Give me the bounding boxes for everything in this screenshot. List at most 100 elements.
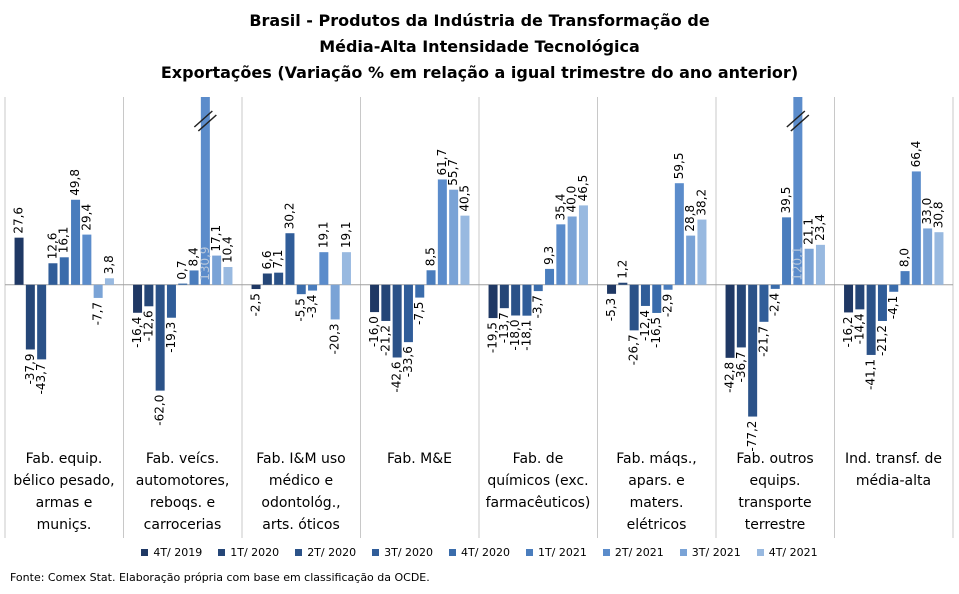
bar: [934, 232, 944, 285]
bar: [392, 284, 402, 358]
bar: [578, 205, 588, 285]
legend: 4T/ 2019 1T/ 2020 2T/ 2020 3T/ 2020 4T/ 2020…: [0, 546, 959, 559]
data-label: 40,5: [457, 185, 471, 212]
legend-label: 3T/ 2021: [691, 546, 741, 559]
bar: [545, 268, 555, 285]
chart-subtitle: Exportações (Variação % em relação a igu…: [160, 63, 799, 82]
data-label: -3,4: [305, 295, 319, 318]
bar: [686, 235, 696, 285]
bar: [877, 284, 887, 321]
data-label: 10,4: [220, 236, 234, 263]
data-label: -13,7: [497, 312, 511, 343]
data-label: 1,2: [615, 260, 629, 279]
bar: [144, 284, 154, 307]
data-label: 40,0: [565, 186, 579, 213]
bar: [663, 284, 673, 290]
data-label: 66,4: [909, 141, 923, 168]
data-label: 6,6: [260, 250, 274, 269]
data-label: 61,7: [435, 149, 449, 176]
bar: [782, 217, 792, 285]
bar: [697, 219, 707, 285]
bar: [104, 278, 114, 285]
data-label: -19,5: [486, 322, 500, 353]
data-label: 3,8: [102, 255, 116, 274]
legend-label: 1T/ 2020: [230, 546, 280, 559]
data-label: 29,4: [79, 204, 93, 231]
legend-label: 4T/ 2021: [768, 546, 818, 559]
bar: [37, 284, 47, 360]
data-label: -14,4: [852, 313, 866, 344]
data-label: -42,8: [723, 362, 737, 393]
data-label: -5,5: [294, 298, 308, 321]
bar: [815, 244, 825, 285]
data-label: 49,8: [68, 169, 82, 196]
bar: [426, 270, 436, 285]
data-label: 23,4: [813, 214, 827, 241]
data-label: -33,6: [401, 346, 415, 377]
bar: [900, 271, 910, 285]
x-tick-label: Fab. outros equips. transporte terrestre: [736, 451, 814, 533]
bar: [889, 284, 899, 292]
bar: [200, 97, 210, 285]
bar: [855, 284, 865, 310]
data-label: -21,2: [875, 325, 889, 356]
data-label: 35,4: [553, 194, 567, 221]
data-label: 19,1: [316, 221, 330, 248]
bar: [71, 199, 81, 285]
axis-break: [197, 114, 217, 132]
data-label: 8,0: [898, 248, 912, 267]
bar: [251, 284, 261, 290]
data-label: -16,4: [130, 317, 144, 348]
bar: [330, 284, 340, 320]
bar: [844, 284, 854, 313]
data-label: 16,1: [57, 227, 71, 254]
data-label: -4,1: [886, 296, 900, 319]
bar: [308, 284, 318, 291]
bar: [341, 252, 351, 285]
legend-swatch: [295, 549, 303, 556]
bar: [415, 284, 425, 298]
bar: [607, 284, 617, 294]
legend-swatch: [449, 549, 457, 556]
legend-item: 3T/ 2021: [679, 546, 741, 559]
bar: [296, 284, 306, 295]
data-label: -7,5: [412, 302, 426, 325]
legend-label: 4T/ 2020: [461, 546, 510, 559]
source-note: Fonte: Comex Stat. Elaboração própria co…: [10, 571, 430, 584]
data-label: -12,4: [638, 310, 652, 341]
data-label: -5,3: [604, 298, 618, 321]
bar: [499, 284, 509, 309]
data-label: 9,3: [542, 246, 556, 265]
legend-label: 3T/ 2020: [384, 546, 434, 559]
legend-item: 3T/ 2020: [372, 546, 433, 559]
legend-label: 1T/ 2021: [537, 546, 587, 559]
legend-label: 2T/ 2021: [614, 546, 664, 559]
data-label: -36,7: [734, 351, 748, 382]
bar: [511, 284, 521, 316]
bar: [319, 252, 329, 285]
data-label: -18,0: [508, 320, 522, 351]
legend-swatch: [679, 549, 687, 556]
axis-break: [786, 110, 806, 128]
bar: [223, 267, 233, 285]
data-label: -62,0: [153, 395, 167, 426]
legend-swatch: [372, 549, 380, 556]
bar: [866, 284, 876, 355]
data-label: -21,7: [756, 326, 770, 357]
data-label: -21,2: [378, 325, 392, 356]
bar: [25, 284, 35, 350]
bar: [178, 283, 188, 285]
data-label: 55,7: [446, 159, 460, 186]
x-tick-label: Fab. de químicos (exc. farmacêuticos): [485, 451, 591, 511]
x-tick-label: Fab. veícs. automotores, reboqs. e carro…: [135, 451, 230, 533]
bar: [274, 272, 284, 285]
bar: [736, 284, 746, 348]
legend-item: 2T/ 2020: [295, 546, 356, 559]
bar: [567, 216, 577, 285]
data-label: -77,2: [745, 421, 759, 452]
data-label: -43,7: [34, 363, 48, 394]
legend-swatch: [602, 549, 610, 556]
x-tick-label: Fab. I&M uso médico e odontológ., arts. …: [256, 451, 346, 533]
bar: [93, 284, 103, 298]
